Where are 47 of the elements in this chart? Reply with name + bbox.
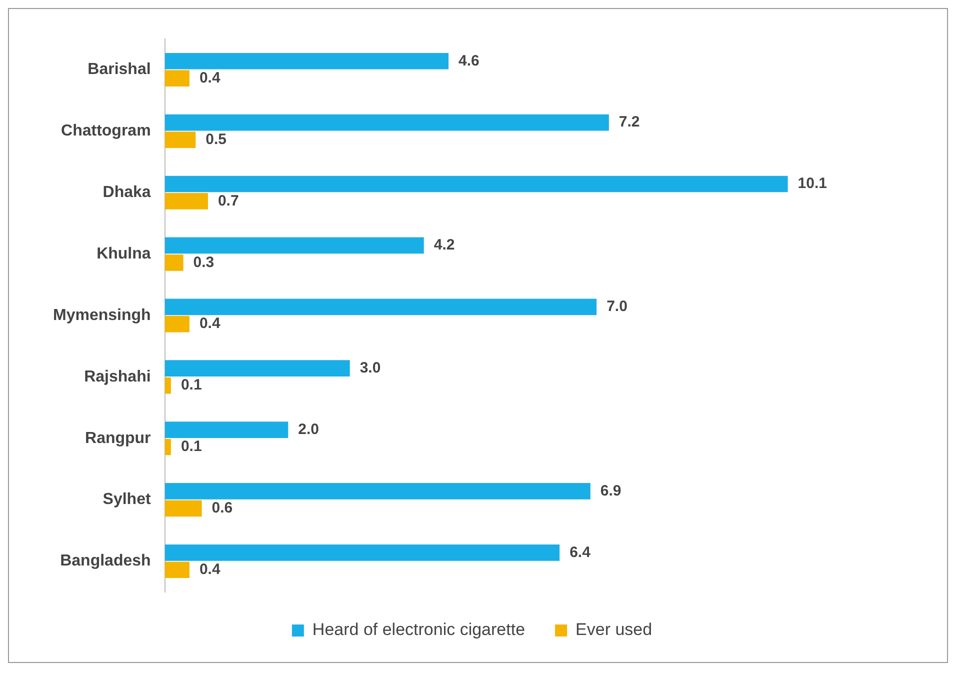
bar [164,298,597,316]
data-label: 0.1 [180,438,202,456]
data-label: 0.7 [218,192,239,210]
y-tick-label: Sylhet [102,491,152,508]
data-label: 0.3 [193,254,214,271]
bar [164,316,190,332]
data-label: 6.4 [570,544,592,561]
bar [164,562,190,578]
data-label: 4.2 [434,236,455,254]
y-tick-label: Rangpur [85,430,151,447]
bar [164,114,609,131]
legend-label: Heard of electronic cigarette [312,620,526,640]
data-label: 0.6 [212,500,233,517]
data-label: 3.0 [360,359,381,376]
bar [164,438,171,456]
bar [164,237,424,254]
data-label: 7.2 [618,114,640,131]
bar [164,70,190,86]
data-label: 10.1 [798,175,828,192]
legend-label: Ever used [576,620,652,640]
y-tick-label: Bangladesh [60,552,151,570]
bar [164,500,202,517]
bar [164,360,350,377]
data-label: 6.9 [600,482,622,500]
bar [164,422,288,438]
data-label: 0.4 [199,69,221,86]
y-tick-label: Chattogram [61,122,151,140]
data-label: 0.4 [199,561,221,578]
bar [164,377,171,394]
bar [164,132,196,148]
data-label: 0.1 [180,376,202,394]
bar [164,254,184,271]
bar [164,193,208,210]
bar [164,483,590,500]
y-tick-label: Rajshahi [84,368,151,386]
data-label: 7.0 [606,298,628,316]
bar [164,52,449,70]
data-label: 2.0 [298,420,320,438]
data-label: 0.4 [199,315,221,332]
y-tick-label: Barishal [88,61,151,78]
y-tick-label: Khulna [96,245,151,262]
data-label: 0.5 [206,130,226,148]
bar [164,544,560,561]
y-tick-label: Dhaka [102,184,151,202]
data-label: 4.6 [458,52,480,70]
bar [164,176,788,192]
y-tick-label: Mymensingh [52,306,151,324]
